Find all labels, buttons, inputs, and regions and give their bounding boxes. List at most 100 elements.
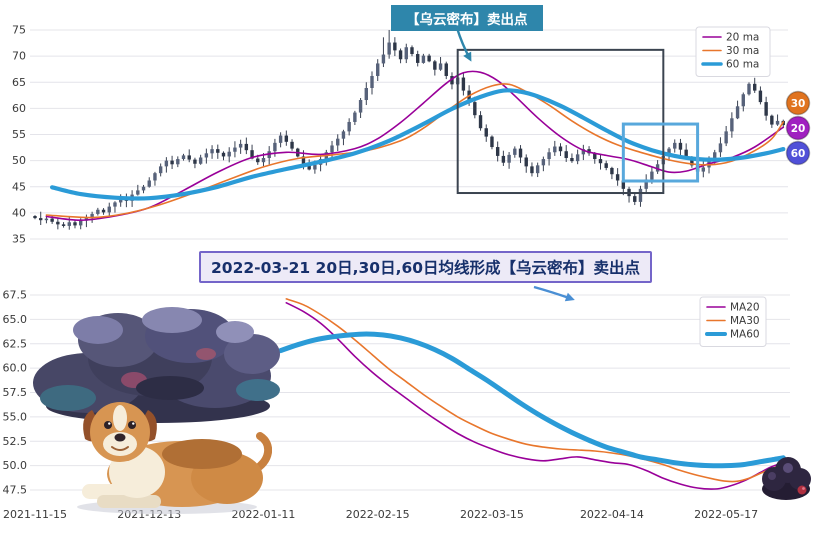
- candle-body: [753, 83, 757, 91]
- y-tick-label: 47.5: [3, 484, 28, 497]
- candle-body: [370, 75, 374, 88]
- y-tick-label: 70: [12, 50, 26, 63]
- candle-body: [313, 164, 317, 170]
- candle-body: [678, 142, 683, 150]
- candle-body: [650, 171, 654, 180]
- candle-body: [598, 159, 603, 164]
- candle-body: [261, 158, 266, 163]
- y-tick-label: 60: [12, 102, 26, 115]
- candle-body: [158, 166, 163, 174]
- y-tick-label: 75: [12, 24, 26, 37]
- candle-body: [347, 121, 351, 132]
- candle-body: [427, 55, 431, 62]
- y-tick-label: 65.0: [3, 313, 28, 326]
- ma-badge: [785, 140, 811, 166]
- candle-body: [33, 216, 37, 219]
- candle-body: [410, 47, 414, 55]
- candle-body: [581, 149, 586, 155]
- candle-body: [610, 167, 614, 175]
- ma-badge: [785, 115, 811, 141]
- candle-body: [101, 209, 106, 213]
- sell-point-callout: 【乌云密布】卖出点: [391, 5, 543, 31]
- x-tick-label: 2022-03-15: [460, 508, 524, 521]
- candle-body: [238, 143, 243, 148]
- candle-body: [770, 115, 774, 125]
- candle-body: [170, 160, 174, 165]
- pattern-highlight-box: [456, 48, 665, 195]
- candle-body: [67, 222, 71, 226]
- candle-body: [278, 135, 283, 143]
- candle-body: [187, 155, 191, 160]
- candle-body: [233, 147, 237, 152]
- candle-body: [433, 61, 437, 70]
- candle-body: [204, 153, 209, 158]
- candle-body: [684, 149, 688, 158]
- candle-body: [673, 142, 677, 149]
- ma-line-60ma: [50, 88, 786, 201]
- candle-body: [524, 157, 528, 167]
- candle-body: [507, 154, 511, 163]
- candle-body: [473, 102, 477, 116]
- candle-body: [336, 138, 340, 146]
- candle-body: [90, 213, 94, 218]
- ma-line-MA20: [285, 302, 785, 490]
- candle-body: [718, 143, 723, 153]
- legend-label: MA20: [730, 302, 760, 314]
- candle-body: [615, 174, 620, 181]
- candle-body: [393, 42, 397, 51]
- x-tick-label: 2022-01-11: [232, 508, 296, 521]
- candle-body: [113, 202, 117, 207]
- candle-body: [593, 153, 597, 160]
- candle-body: [644, 179, 648, 189]
- candle-body: [341, 131, 346, 139]
- candle-body: [758, 90, 763, 103]
- candle-body: [518, 148, 523, 158]
- candle-body: [444, 63, 448, 76]
- candle-body: [713, 152, 717, 161]
- candle-body: [136, 190, 140, 195]
- x-tick-label: 2022-04-14: [580, 508, 644, 521]
- candle-body: [438, 63, 443, 70]
- candle-body: [604, 163, 608, 168]
- candle-body: [56, 221, 60, 225]
- candle-body: [198, 157, 203, 164]
- candle-body: [376, 63, 380, 76]
- candle-body: [387, 42, 391, 55]
- candle-body: [250, 150, 254, 159]
- candle-body: [461, 77, 466, 91]
- ma-badge-label: 60: [791, 148, 806, 160]
- candle-body: [621, 180, 626, 189]
- candle-body: [153, 173, 157, 181]
- y-tick-label: 45: [12, 180, 26, 193]
- ma-line-MA60: [278, 331, 786, 469]
- candle-body: [284, 135, 289, 142]
- y-tick-label: 60.0: [3, 362, 28, 375]
- candle-body: [484, 128, 488, 137]
- x-tick-label: 2022-05-17: [694, 508, 758, 521]
- candle-body: [227, 151, 231, 157]
- x-tick-label: 2021-11-15: [3, 508, 67, 521]
- y-tick-label: 50.0: [3, 459, 28, 472]
- ma-badge-label: 30: [791, 98, 806, 110]
- candle-body: [256, 158, 260, 163]
- ma-badge-label: 20: [791, 123, 806, 135]
- y-tick-label: 55.0: [3, 410, 28, 423]
- candle-body: [181, 155, 186, 160]
- candle-body: [358, 100, 363, 113]
- candle-body: [404, 47, 408, 60]
- candle-body: [61, 224, 66, 226]
- candle-body: [307, 163, 311, 170]
- candle-body: [501, 155, 506, 163]
- candle-body: [364, 87, 368, 101]
- candle-body: [78, 220, 83, 226]
- candle-body: [667, 148, 671, 156]
- y-tick-label: 52.5: [3, 435, 28, 448]
- candle-body: [216, 149, 220, 153]
- candle-body: [73, 222, 77, 226]
- candle-body: [575, 154, 580, 162]
- y-tick-label: 55: [12, 128, 26, 141]
- candle-body: [221, 152, 226, 157]
- candle-body: [701, 167, 706, 172]
- candle-body: [741, 94, 745, 107]
- legend-label: MA30: [730, 315, 760, 327]
